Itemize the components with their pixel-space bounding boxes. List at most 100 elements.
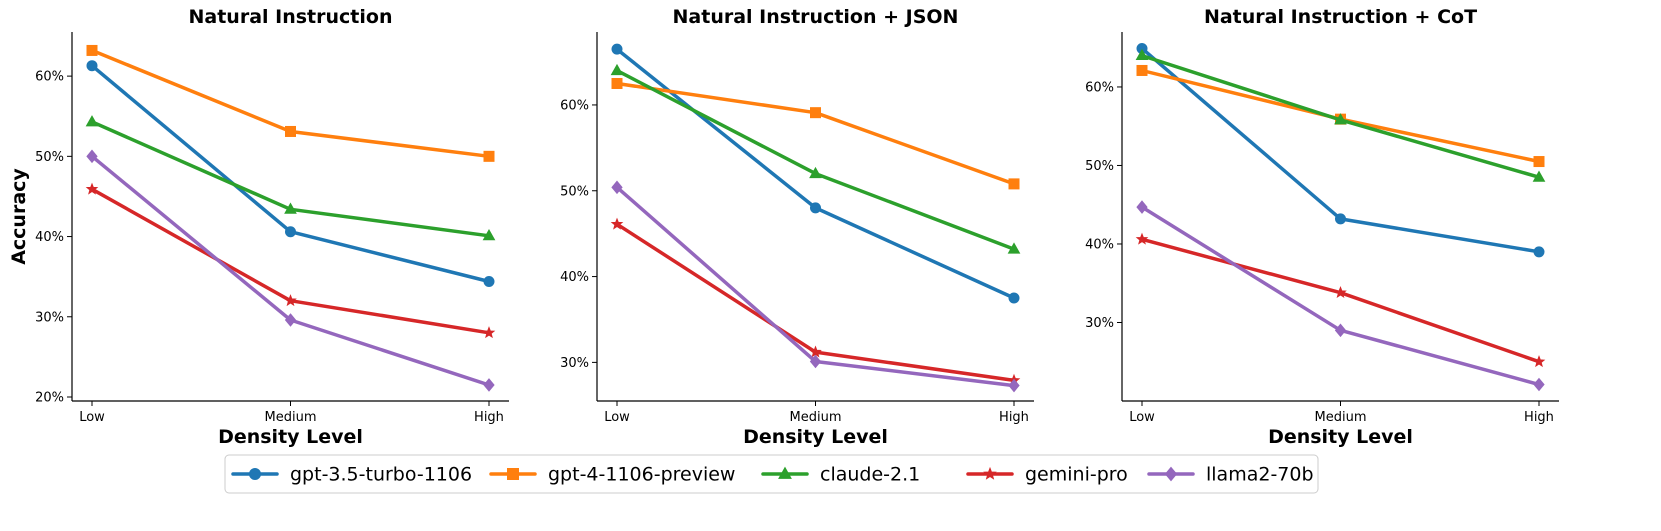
legend-label: claude-2.1 — [820, 464, 920, 486]
data-point — [284, 202, 297, 214]
x-tick-label: Medium — [265, 410, 317, 425]
legend-label: gemini-pro — [1025, 464, 1128, 486]
series-claude-2.1 — [85, 115, 496, 241]
series-claude-2.1 — [610, 63, 1021, 254]
series-llama2-70b — [86, 149, 495, 392]
y-tick-label: 60% — [1085, 80, 1114, 95]
data-point — [1007, 242, 1021, 254]
panel-title: Natural Instruction — [189, 6, 393, 28]
series-line — [90, 48, 491, 159]
data-point — [86, 44, 98, 56]
data-point — [610, 63, 624, 76]
x-axis-label: Density Level — [1268, 426, 1413, 448]
data-point — [1533, 156, 1545, 168]
data-point — [1335, 213, 1346, 225]
legend-marker — [507, 468, 519, 480]
series-gpt-3.5-turbo-1106 — [1136, 42, 1545, 258]
panel-title: Natural Instruction + CoT — [1204, 6, 1477, 28]
series-line — [90, 154, 491, 387]
series-line — [1140, 237, 1541, 364]
legend-item-claude-2.1: claude-2.1 — [761, 464, 920, 486]
data-point — [284, 294, 297, 307]
x-tick-label: Low — [1129, 410, 1155, 425]
series-claude-2.1 — [1135, 48, 1546, 182]
y-tick-label: 30% — [1085, 316, 1114, 331]
x-tick-label: Medium — [790, 410, 842, 425]
data-point — [1008, 378, 1020, 393]
series-line — [1140, 205, 1541, 387]
x-tick-label: Low — [604, 410, 630, 425]
data-point — [1136, 64, 1148, 76]
x-tick-label: Low — [79, 410, 105, 425]
y-tick-label: 40% — [35, 230, 64, 245]
series-gemini-pro — [85, 182, 496, 339]
series-line — [90, 120, 491, 238]
legend-marker — [249, 468, 261, 480]
legend-marker — [983, 466, 997, 480]
data-point — [1334, 286, 1347, 299]
series-gpt-4-1106-preview — [86, 44, 495, 162]
data-point — [1135, 232, 1149, 245]
x-axis-label: Density Level — [218, 426, 363, 448]
x-tick-label: High — [474, 410, 504, 425]
data-point — [1334, 113, 1347, 125]
data-point — [1334, 323, 1347, 338]
panel-title: Natural Instruction + JSON — [673, 6, 959, 28]
data-point — [810, 202, 821, 214]
y-tick-label: 50% — [1085, 159, 1114, 174]
x-tick-label: High — [1524, 410, 1554, 425]
data-point — [483, 378, 495, 392]
x-axis-label: Density Level — [743, 426, 888, 448]
data-point — [284, 313, 297, 327]
data-point — [482, 228, 496, 241]
series-gemini-pro — [1135, 232, 1546, 368]
y-tick-label: 60% — [35, 70, 64, 85]
data-point — [610, 217, 624, 230]
y-tick-label: 30% — [35, 310, 64, 325]
data-point — [85, 115, 99, 127]
legend: gpt-3.5-turbo-1106 gpt-4-1106-preview clau… — [224, 454, 1319, 494]
data-point — [483, 275, 495, 287]
y-tick-label: 60% — [560, 98, 589, 113]
data-point — [1532, 170, 1546, 182]
y-axis-label: Accuracy — [8, 168, 30, 265]
y-tick-label: 50% — [560, 184, 589, 199]
legend-item-gpt-3.5-turbo-1106: gpt-3.5-turbo-1106 — [231, 464, 472, 486]
data-point — [810, 107, 821, 119]
data-point — [809, 345, 822, 358]
series-line — [90, 63, 491, 284]
y-tick-label: 20% — [35, 390, 64, 405]
legend-marker — [778, 466, 792, 479]
data-point — [1533, 246, 1545, 258]
legend-item-gpt-4-1106-preview: gpt-4-1106-preview — [489, 464, 735, 486]
y-tick-label: 40% — [560, 270, 589, 285]
data-point — [1136, 200, 1148, 214]
data-point — [482, 326, 496, 339]
data-point — [85, 182, 99, 195]
data-point — [1135, 48, 1149, 61]
legend-marker — [1164, 466, 1178, 482]
legend-label: gpt-4-1106-preview — [548, 464, 735, 486]
legend-item-llama2-70b: llama2-70b — [1147, 464, 1314, 486]
panel-3: Natural Instruction + CoT Density Level Lo… — [1085, 6, 1559, 448]
legend-label: gpt-3.5-turbo-1106 — [290, 464, 472, 486]
series-llama2-70b — [1136, 200, 1545, 392]
x-tick-label: High — [999, 410, 1029, 425]
data-point — [1008, 292, 1020, 304]
data-point — [285, 125, 296, 137]
y-tick-label: 40% — [1085, 237, 1114, 252]
data-point — [1008, 178, 1020, 190]
data-point — [86, 60, 98, 72]
series-llama2-70b — [611, 180, 1020, 393]
legend-item-gemini-pro: gemini-pro — [966, 464, 1128, 486]
data-point — [611, 77, 623, 89]
data-point — [809, 166, 822, 179]
panel-2: Natural Instruction + JSON Density Level L… — [560, 6, 1034, 448]
data-point — [809, 354, 822, 369]
data-point — [86, 149, 98, 164]
series-gpt-3.5-turbo-1106 — [611, 43, 1020, 304]
series-gpt-3.5-turbo-1106 — [86, 60, 495, 287]
legend-label: llama2-70b — [1206, 464, 1314, 486]
y-tick-label: 30% — [560, 356, 589, 371]
